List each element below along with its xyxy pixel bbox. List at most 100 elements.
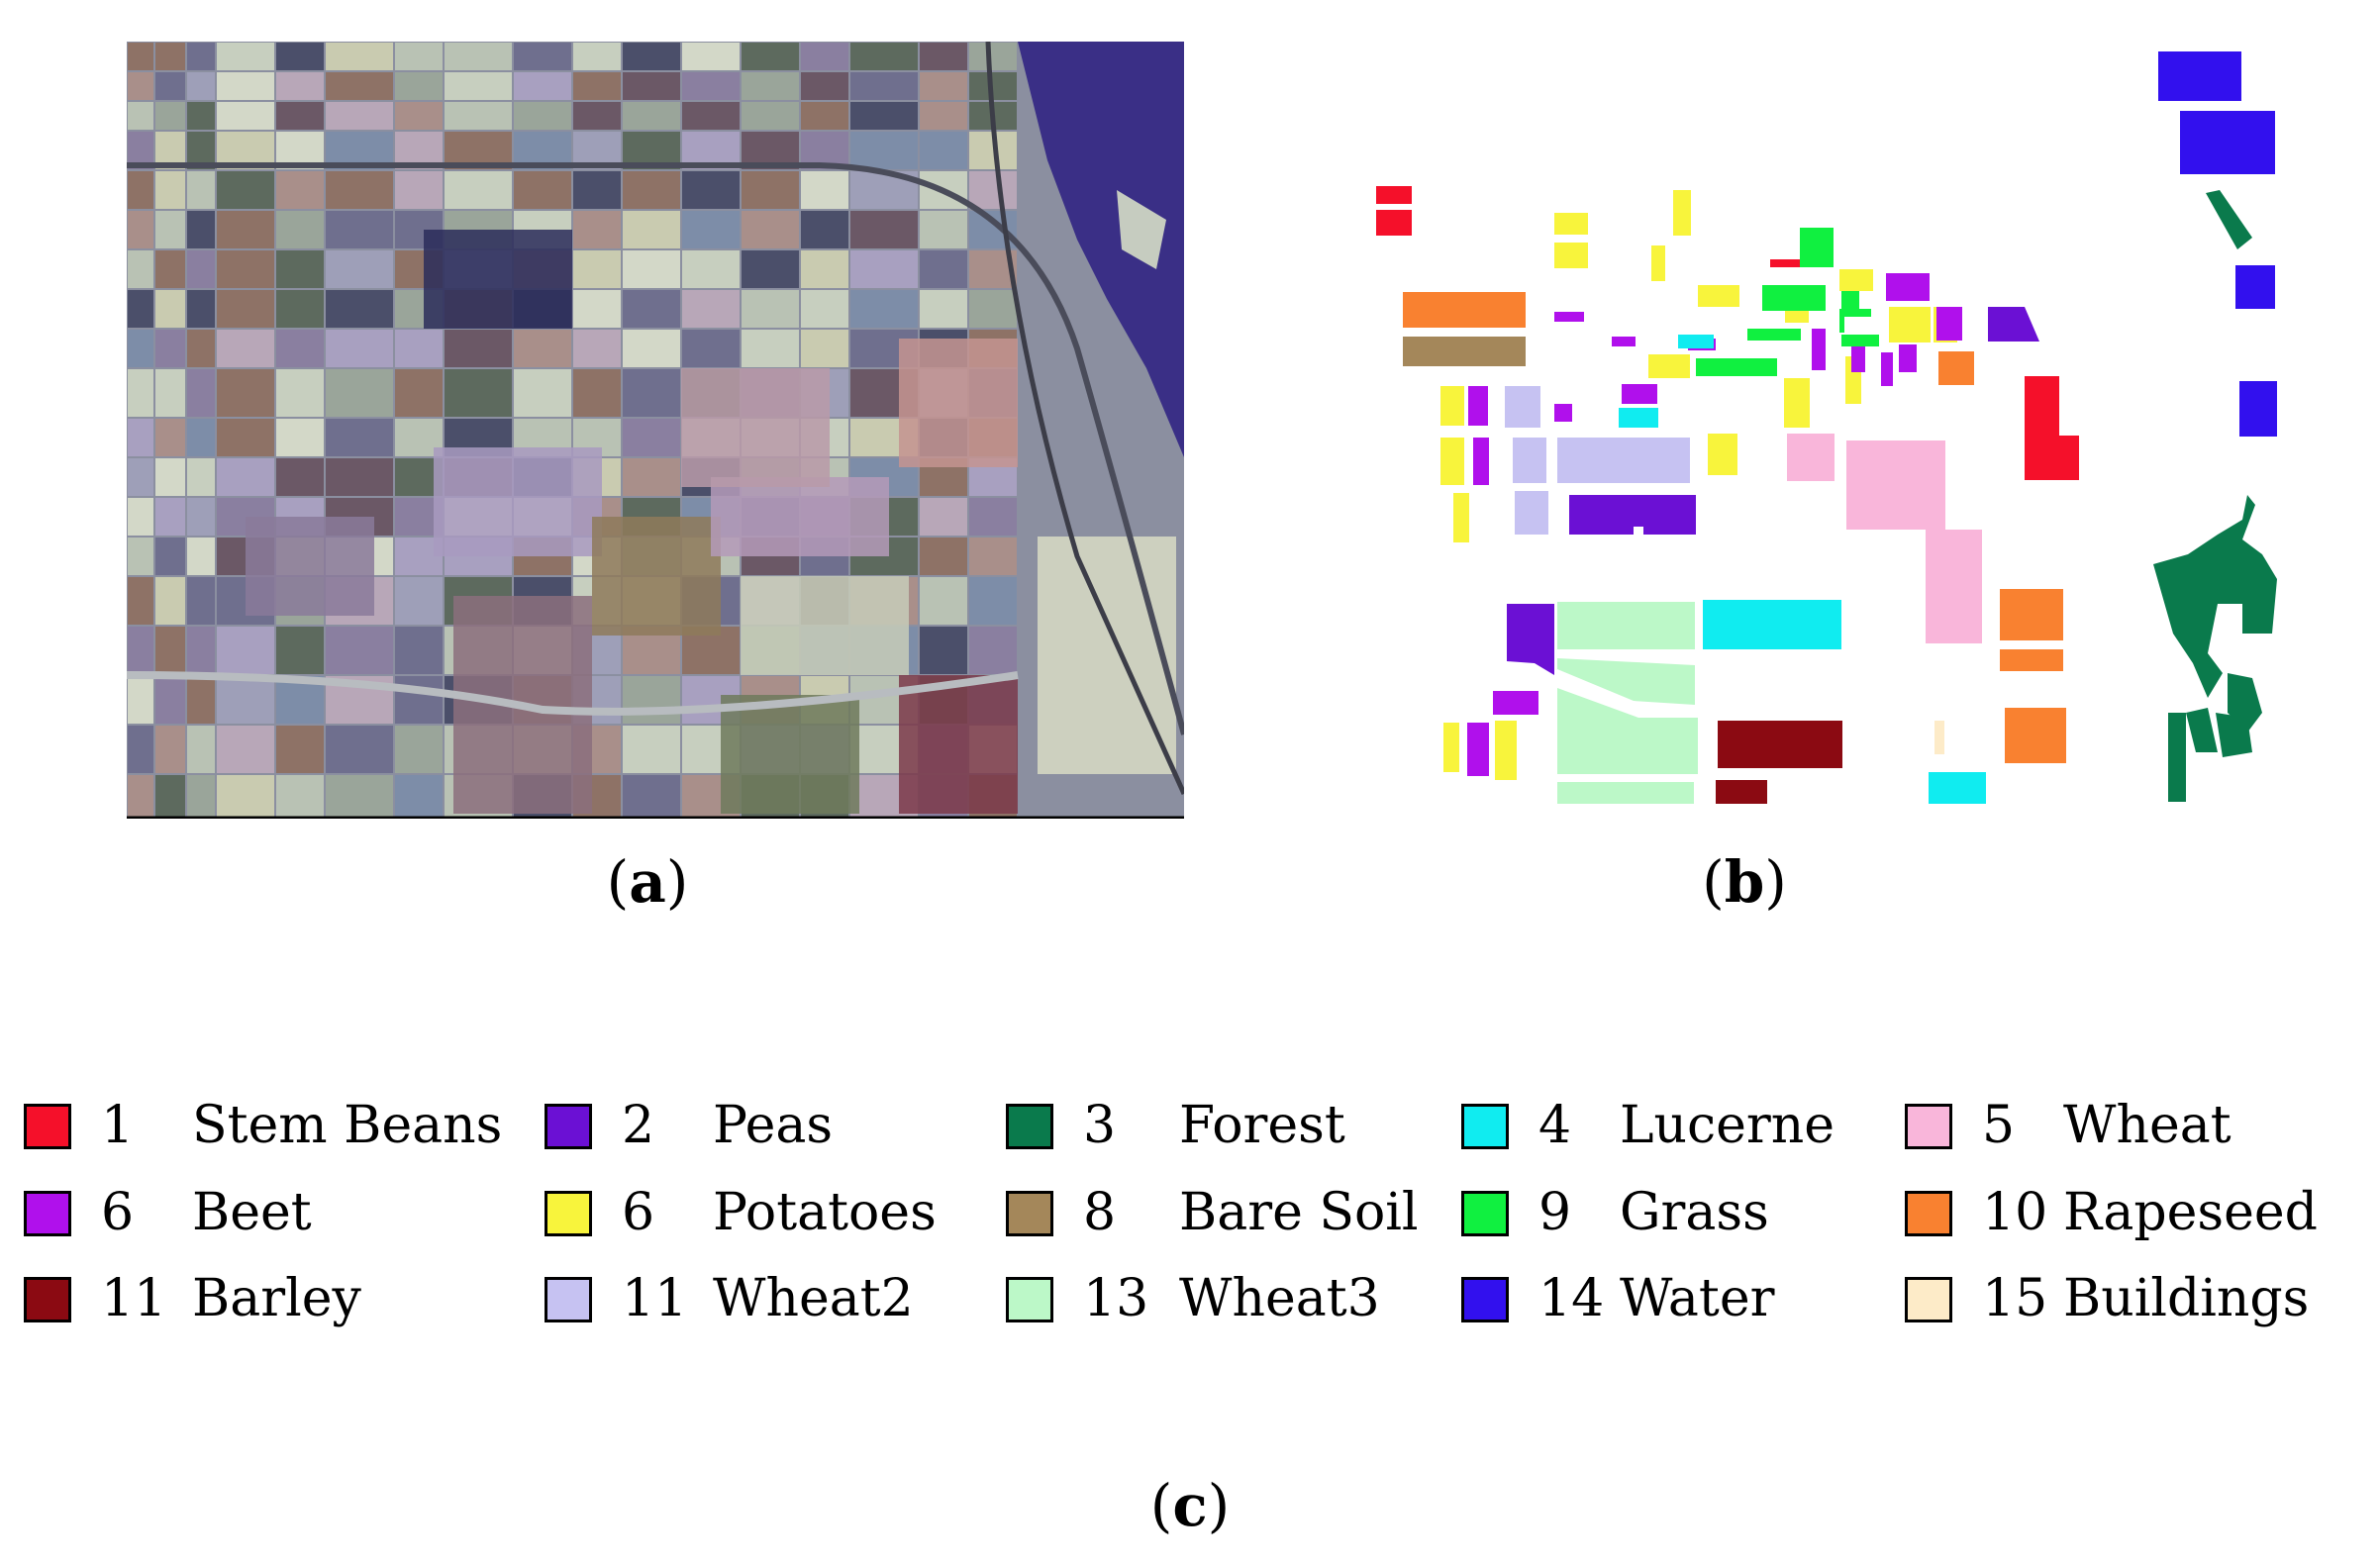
sar-field-patch — [801, 171, 848, 209]
field-beet — [1554, 404, 1572, 422]
field-forest — [2153, 495, 2277, 698]
sar-field-patch — [128, 676, 153, 724]
field-stem-beans — [1376, 210, 1412, 236]
sar-field-patch — [276, 171, 324, 209]
field-potatoes — [1708, 434, 1737, 475]
sar-field-patch — [187, 775, 215, 818]
field-potatoes — [1651, 245, 1665, 281]
sar-field-patch — [969, 498, 1017, 536]
sar-field-patch — [276, 102, 324, 130]
legend-class-number: 6 — [101, 1183, 135, 1242]
sar-field-patch — [217, 290, 274, 328]
field-water — [2180, 111, 2275, 174]
sar-field-patch — [969, 43, 1017, 70]
sar-field-patch — [326, 369, 393, 417]
sar-field-patch — [187, 290, 215, 328]
ground-truth-map-panel — [1376, 51, 2277, 804]
sar-field-patch — [514, 330, 571, 367]
sar-field-patch — [155, 290, 185, 328]
field-grass — [1747, 329, 1801, 341]
legend-class-name: Buildings — [2063, 1269, 2310, 1328]
sar-field-patch — [276, 43, 324, 70]
sar-field-patch — [514, 171, 571, 209]
legend-class-name: Forest — [1179, 1096, 1345, 1155]
sar-field-patch — [187, 250, 215, 288]
field-rapeseed — [2000, 649, 2063, 671]
field-peas — [1507, 604, 1554, 675]
sar-field-patch — [682, 250, 740, 288]
field-wheat2 — [1557, 438, 1690, 483]
sar-field-patch — [155, 498, 185, 536]
sar-field-patch — [217, 72, 274, 100]
sar-field-patch — [920, 627, 967, 674]
field-grass — [1762, 285, 1802, 311]
sar-field-patch — [573, 72, 621, 100]
sar-field-patch — [573, 43, 621, 70]
sar-field-patch — [682, 72, 740, 100]
caption-a: (a) — [606, 848, 689, 916]
sar-field-patch — [395, 627, 443, 674]
sar-field-patch — [326, 72, 393, 100]
sar-field-patch — [850, 290, 918, 328]
sar-field-patch — [187, 577, 215, 625]
sar-field-patch — [276, 290, 324, 328]
legend-class-number: 11 — [101, 1269, 167, 1328]
legend-swatch — [24, 1277, 71, 1322]
sar-field-patch — [623, 290, 680, 328]
legend-swatch — [1461, 1191, 1509, 1236]
caption-b: (b) — [1702, 848, 1787, 916]
sar-field-patch — [623, 419, 680, 456]
field-wheat2 — [1513, 438, 1546, 483]
sar-field-patch — [573, 330, 621, 367]
sar-field-patch — [573, 369, 621, 417]
sar-field-patch — [801, 250, 848, 288]
sar-field-patch — [395, 726, 443, 773]
legend-class-name: Water — [1620, 1269, 1775, 1328]
sar-field-patch — [573, 102, 621, 130]
sar-island — [1117, 190, 1166, 269]
sar-field-patch — [514, 43, 571, 70]
sar-field-patch — [623, 330, 680, 367]
sar-field-patch — [326, 726, 393, 773]
field-wheat2 — [1515, 491, 1548, 535]
field-grass — [1841, 309, 1871, 317]
sar-field-patch — [395, 330, 443, 367]
field-buildings — [1934, 721, 1944, 754]
field-stem-beans — [1770, 259, 1800, 267]
sar-field-patch — [187, 171, 215, 209]
legend-class-number: 3 — [1083, 1096, 1117, 1155]
legend-class-name: Wheat3 — [1179, 1269, 1380, 1328]
sar-field-patch — [155, 538, 185, 575]
field-potatoes — [1554, 213, 1588, 235]
sar-field-patch — [217, 676, 274, 724]
sar-field-patch — [187, 330, 215, 367]
sar-field-patch — [155, 43, 185, 70]
sar-field-patch — [326, 102, 393, 130]
sar-field-patch — [682, 102, 740, 130]
legend-swatch — [1006, 1191, 1053, 1236]
legend-class-name: Wheat — [2063, 1096, 2231, 1155]
sar-field-patch — [445, 43, 512, 70]
sar-field-patch — [187, 419, 215, 456]
sar-field-patch — [920, 132, 967, 169]
field-potatoes — [1648, 354, 1690, 378]
field-grass — [1839, 309, 1844, 333]
sar-field-patch — [187, 102, 215, 130]
sar-field-patch — [623, 72, 680, 100]
sar-field-patch — [276, 72, 324, 100]
legend-class-number: 9 — [1538, 1183, 1572, 1242]
sar-field-patch — [573, 171, 621, 209]
sar-field-patch — [128, 171, 153, 209]
field-beet — [1881, 352, 1893, 386]
field-beet — [1936, 307, 1962, 341]
field-wheat — [1787, 434, 1835, 481]
field-water — [2158, 51, 2241, 101]
sar-field-patch — [899, 675, 1018, 814]
field-grass — [1841, 335, 1879, 346]
sar-field-patch — [128, 102, 153, 130]
field-barley — [1718, 721, 1842, 768]
sar-field-patch — [682, 211, 740, 248]
sar-canal — [985, 42, 1184, 796]
sar-field-patch — [920, 577, 967, 625]
sar-field-patch — [187, 498, 215, 536]
